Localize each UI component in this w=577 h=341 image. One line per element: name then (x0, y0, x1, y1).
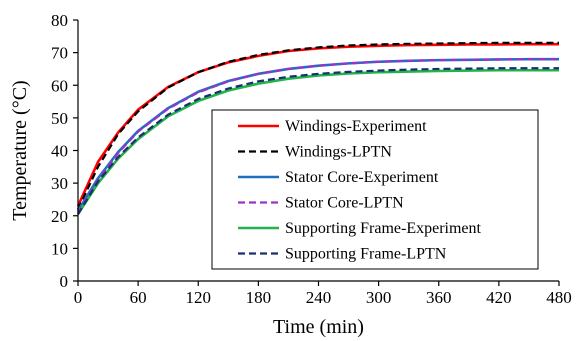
legend-label-3: Stator Core-Experiment (285, 169, 439, 186)
x-tick-label: 420 (486, 288, 512, 307)
legend-label-6: Supporting Frame-LPTN (285, 246, 447, 263)
x-tick-label: 300 (366, 288, 392, 307)
x-tick-label: 360 (426, 288, 452, 307)
y-tick-label: 50 (51, 109, 68, 128)
y-tick-label: 10 (51, 239, 68, 258)
y-tick-label: 80 (51, 11, 68, 30)
y-tick-label: 20 (51, 207, 68, 226)
x-tick-label: 180 (246, 288, 272, 307)
series-layer (76, 41, 559, 215)
x-tick-label: 480 (546, 288, 572, 307)
x-axis-title: Time (min) (273, 316, 364, 338)
series-line-5 (76, 68, 559, 215)
series-line-4 (77, 58, 559, 214)
series-line-6 (77, 67, 559, 215)
y-axis-title: Temperature (°C) (9, 80, 31, 220)
legend-label-4: Stator Core-LPTN (285, 195, 404, 212)
y-tick-label: 60 (51, 76, 68, 95)
x-axis-ticks: 0 60 120 180 240 300 360 420 480 (74, 281, 572, 307)
y-tick-label: 0 (60, 272, 69, 291)
y-tick-label: 70 (51, 44, 68, 63)
y-tick-label: 30 (51, 174, 68, 193)
x-tick-label: 0 (74, 288, 83, 307)
x-tick-label: 120 (186, 288, 212, 307)
y-tick-label: 40 (51, 142, 68, 161)
legend-label-5: Supporting Frame-Experiment (285, 220, 482, 237)
legend-box (211, 109, 539, 270)
legend-label-1: Windings-Experiment (285, 118, 427, 135)
legend-label-2: Windings-LPTN (285, 144, 392, 161)
x-tick-label: 60 (130, 288, 147, 307)
legend: Windings-Experiment Windings-LPTN Stator C… (211, 109, 539, 270)
series-line-2 (77, 41, 559, 210)
y-axis-ticks: 0 10 20 30 40 50 60 70 80 (51, 11, 78, 291)
x-tick-label: 240 (306, 288, 332, 307)
